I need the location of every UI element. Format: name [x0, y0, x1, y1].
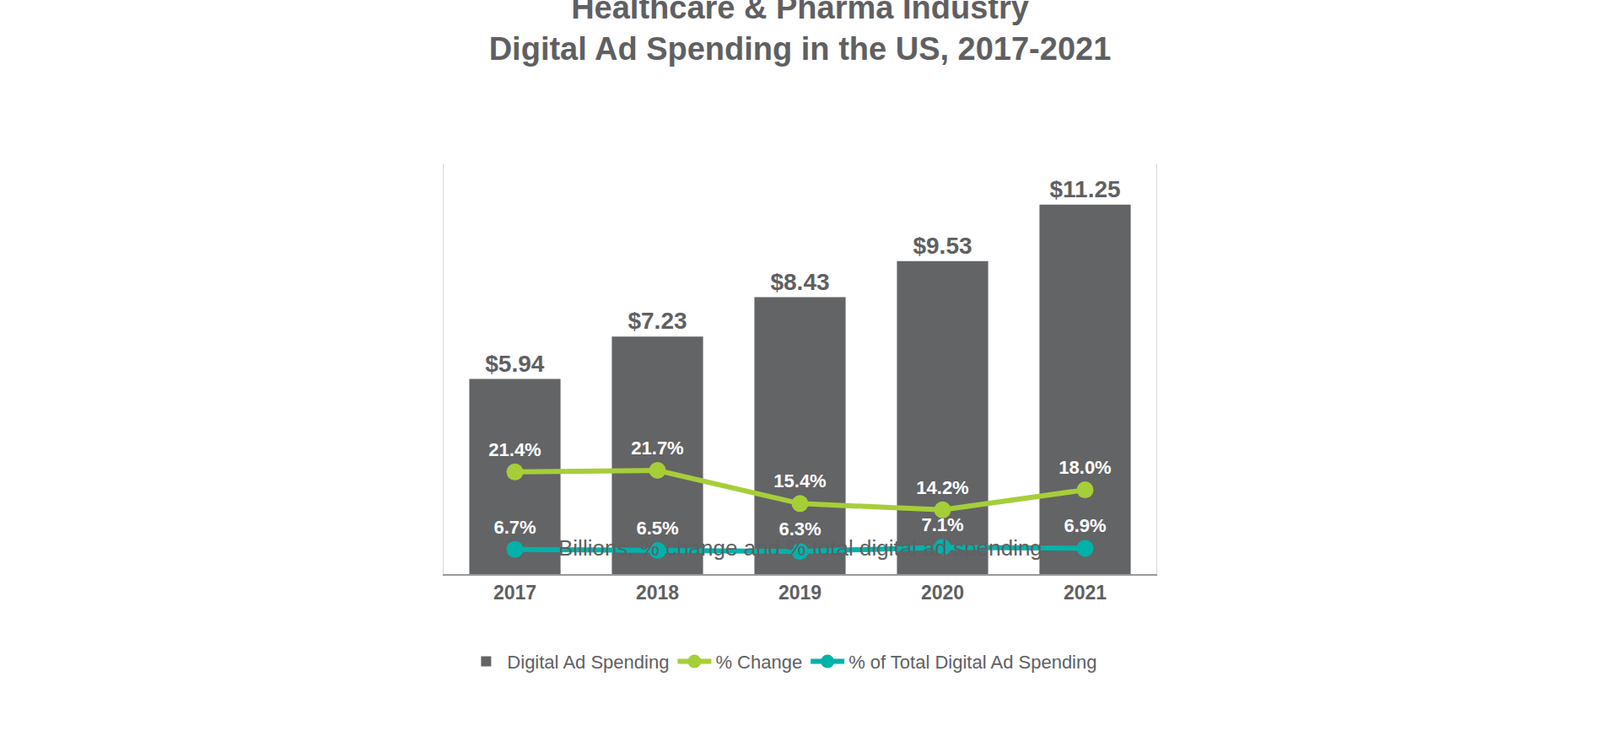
svg-text:7.1%: 7.1% — [921, 514, 964, 536]
svg-text:% of Total Digital Ad Spending: % of Total Digital Ad Spending — [848, 651, 1097, 674]
svg-text:18.0%: 18.0% — [1058, 457, 1111, 479]
svg-text:Digital Ad Spending: Digital Ad Spending — [506, 651, 669, 674]
svg-text:21.7%: 21.7% — [630, 437, 684, 459]
svg-text:14.2%: 14.2% — [915, 477, 969, 499]
svg-text:$8.43: $8.43 — [770, 269, 830, 296]
svg-text:2020: 2020 — [921, 581, 965, 604]
svg-text:% Change: % Change — [715, 651, 803, 674]
svg-text:2019: 2019 — [778, 581, 822, 604]
svg-text:$7.23: $7.23 — [627, 307, 687, 335]
svg-text:2017: 2017 — [493, 581, 537, 604]
svg-text:2018: 2018 — [635, 581, 679, 604]
svg-text:15.4%: 15.4% — [773, 470, 826, 492]
svg-text:6.3%: 6.3% — [778, 518, 821, 540]
svg-text:2021: 2021 — [1063, 581, 1107, 604]
svg-text:6.5%: 6.5% — [635, 517, 679, 539]
svg-text:Healthcare & Pharma IndustryDi: Healthcare & Pharma IndustryDigital Ad S… — [489, 0, 1112, 67]
svg-text:$11.25: $11.25 — [1049, 176, 1121, 203]
svg-text:$9.53: $9.53 — [912, 232, 972, 259]
svg-text:6.9%: 6.9% — [1063, 515, 1106, 537]
svg-text:21.4%: 21.4% — [488, 439, 541, 461]
svg-text:6.7%: 6.7% — [493, 517, 536, 539]
svg-text:Billions, % change and % total: Billions, % change and % total digital a… — [558, 535, 1043, 561]
svg-text:$5.94: $5.94 — [484, 350, 545, 378]
